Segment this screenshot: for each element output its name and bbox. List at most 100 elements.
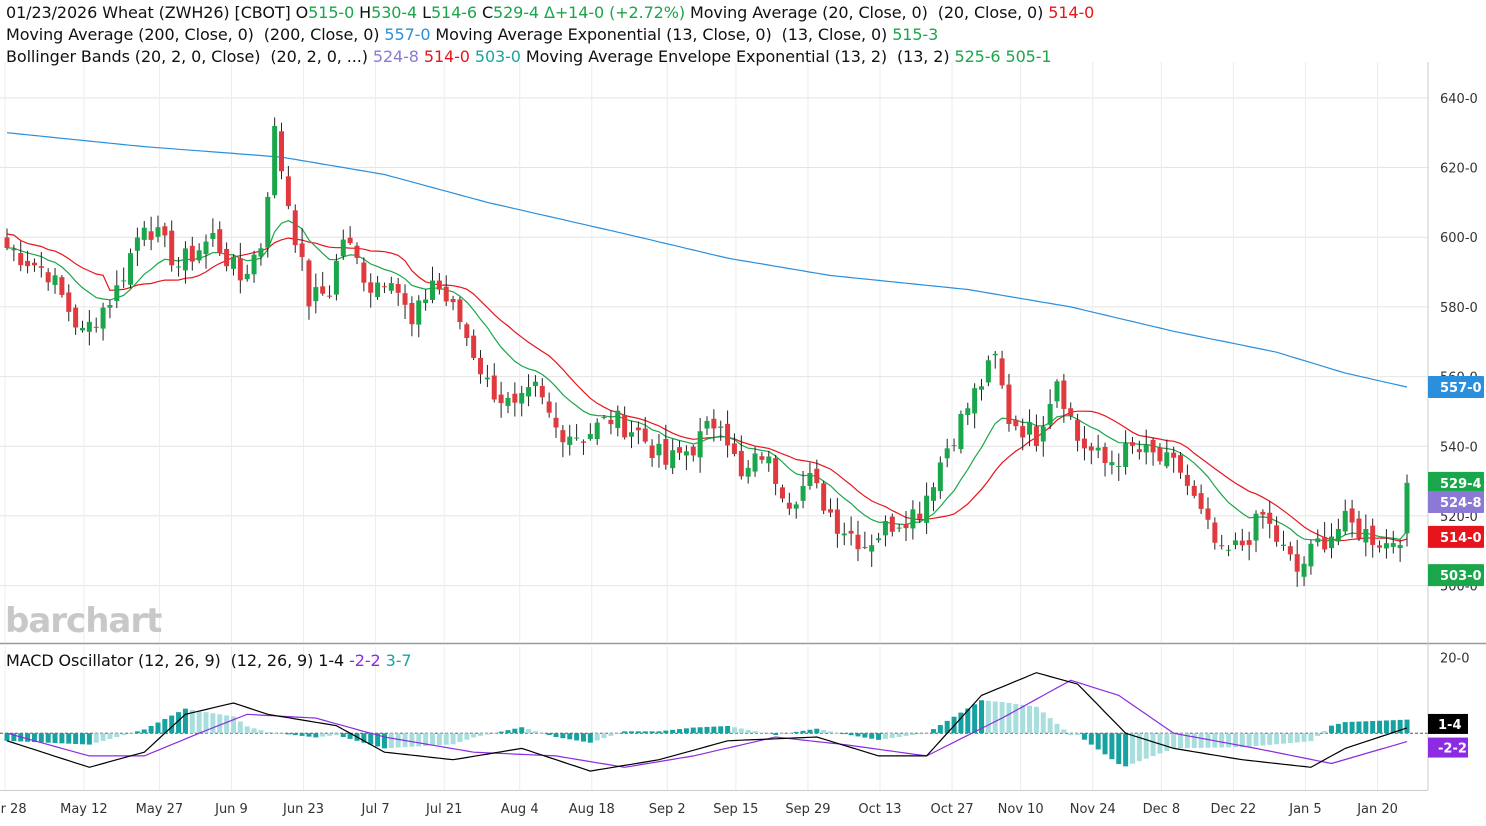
macd-histogram-bar bbox=[807, 729, 813, 734]
candle bbox=[834, 497, 840, 548]
candle-body bbox=[416, 300, 422, 325]
candle-body bbox=[1363, 529, 1369, 543]
candle bbox=[718, 420, 724, 441]
ma200-label: Moving Average (200, Close, 0) (200, Clo… bbox=[6, 25, 380, 44]
macd-histogram-bar bbox=[498, 731, 504, 734]
macd-histogram-bar bbox=[1377, 720, 1383, 734]
macd-histogram-bar bbox=[141, 729, 147, 734]
candle bbox=[148, 216, 154, 251]
close-value: 529-4 bbox=[493, 3, 540, 22]
macd-histogram-bar bbox=[285, 733, 291, 735]
macd-histogram-bar bbox=[1239, 733, 1245, 748]
candle bbox=[560, 425, 566, 458]
macd-histogram-bar bbox=[4, 733, 10, 741]
ma20-value: 514-0 bbox=[1048, 3, 1095, 22]
candle bbox=[107, 300, 113, 319]
macd-histogram-bar bbox=[1164, 733, 1170, 751]
macd-histogram-bar bbox=[800, 730, 806, 734]
candle-body bbox=[786, 502, 792, 509]
candle-body bbox=[443, 286, 449, 302]
candle bbox=[615, 405, 621, 437]
candle-body bbox=[580, 441, 586, 443]
candle-body bbox=[1212, 522, 1218, 543]
price-badge-bg bbox=[1428, 491, 1484, 513]
macd-histogram-bar bbox=[320, 733, 326, 737]
x-tick-label: Aug 18 bbox=[569, 802, 615, 817]
macd-histogram-bar bbox=[869, 733, 875, 739]
candle bbox=[580, 439, 586, 455]
candle-body bbox=[450, 299, 456, 303]
macd-badge-label: -2-2 bbox=[1438, 742, 1467, 757]
candle-body bbox=[876, 538, 882, 541]
macd-histogram-bar bbox=[1150, 733, 1156, 757]
candle bbox=[656, 434, 662, 468]
macd-histogram-bar bbox=[1274, 733, 1280, 745]
axes: 500-0520-0540-0560-0580-0600-0620-0640-0… bbox=[0, 62, 1486, 817]
price-badge-label: 557-0 bbox=[1440, 381, 1482, 396]
candle bbox=[1006, 373, 1012, 432]
candle-body bbox=[519, 393, 525, 404]
macd-histogram-bar bbox=[793, 731, 799, 734]
candle bbox=[951, 438, 957, 452]
x-tick-label: May 12 bbox=[60, 802, 108, 817]
candle-body bbox=[1054, 381, 1060, 402]
candle bbox=[471, 329, 477, 361]
candle bbox=[505, 392, 511, 414]
candle bbox=[793, 501, 799, 519]
macd-histogram-bar bbox=[594, 733, 600, 741]
candle bbox=[814, 459, 820, 489]
candle-body bbox=[409, 303, 415, 325]
x-tick-label: Apr 28 bbox=[0, 802, 27, 817]
candle bbox=[1143, 429, 1149, 465]
candle bbox=[903, 510, 909, 542]
macd-histogram-bar bbox=[539, 733, 545, 734]
ema13-label: Moving Average Exponential (13, Close, 0… bbox=[435, 25, 888, 44]
candle bbox=[1219, 534, 1225, 550]
candle bbox=[1198, 484, 1204, 515]
envelope-lower-value: 505-1 bbox=[1005, 47, 1052, 66]
candle bbox=[1047, 389, 1053, 430]
macd-histogram-bar bbox=[1088, 733, 1094, 745]
macd-histogram-bar bbox=[560, 733, 566, 739]
price-badge: 514-0 bbox=[1428, 525, 1484, 548]
candle bbox=[1136, 440, 1142, 460]
candle-body bbox=[361, 262, 367, 283]
candle bbox=[1370, 518, 1376, 558]
macd-histogram-bar bbox=[587, 733, 593, 743]
candle-body bbox=[635, 427, 641, 431]
bb-lower-value: 503-0 bbox=[474, 47, 521, 66]
macd-histogram-bar bbox=[1123, 733, 1129, 767]
candle-body bbox=[663, 438, 669, 465]
macd-histogram-bar bbox=[745, 729, 751, 734]
candle-body bbox=[937, 462, 943, 492]
macd-histogram-bar bbox=[965, 708, 971, 734]
candle-body bbox=[1020, 426, 1026, 438]
candle bbox=[59, 275, 65, 298]
macd-histogram-bar bbox=[1061, 729, 1067, 734]
candle bbox=[258, 243, 264, 266]
candle bbox=[176, 256, 182, 277]
candle-body bbox=[244, 273, 250, 280]
candle-body bbox=[1061, 380, 1067, 409]
candle bbox=[292, 204, 298, 253]
candle-body bbox=[800, 485, 806, 501]
candle-body bbox=[779, 487, 785, 499]
macd-histogram-bar bbox=[1322, 730, 1328, 734]
candle-body bbox=[86, 321, 92, 332]
macd-histogram-bar bbox=[773, 733, 779, 735]
candle bbox=[745, 460, 751, 484]
candle-body bbox=[457, 299, 463, 323]
candle-body bbox=[718, 426, 724, 428]
macd-histogram-bar bbox=[450, 733, 456, 745]
candle bbox=[841, 522, 847, 546]
candle-body bbox=[340, 239, 346, 257]
macd-histogram-bar bbox=[1013, 703, 1019, 734]
candle-body bbox=[560, 430, 566, 443]
candle-body bbox=[25, 260, 31, 267]
macd-histogram-bar bbox=[299, 733, 305, 736]
macd-histogram-bar bbox=[333, 733, 339, 736]
candle bbox=[1390, 530, 1396, 554]
candle bbox=[807, 462, 813, 490]
candle bbox=[121, 267, 127, 289]
macd-histogram-bar bbox=[244, 726, 250, 734]
